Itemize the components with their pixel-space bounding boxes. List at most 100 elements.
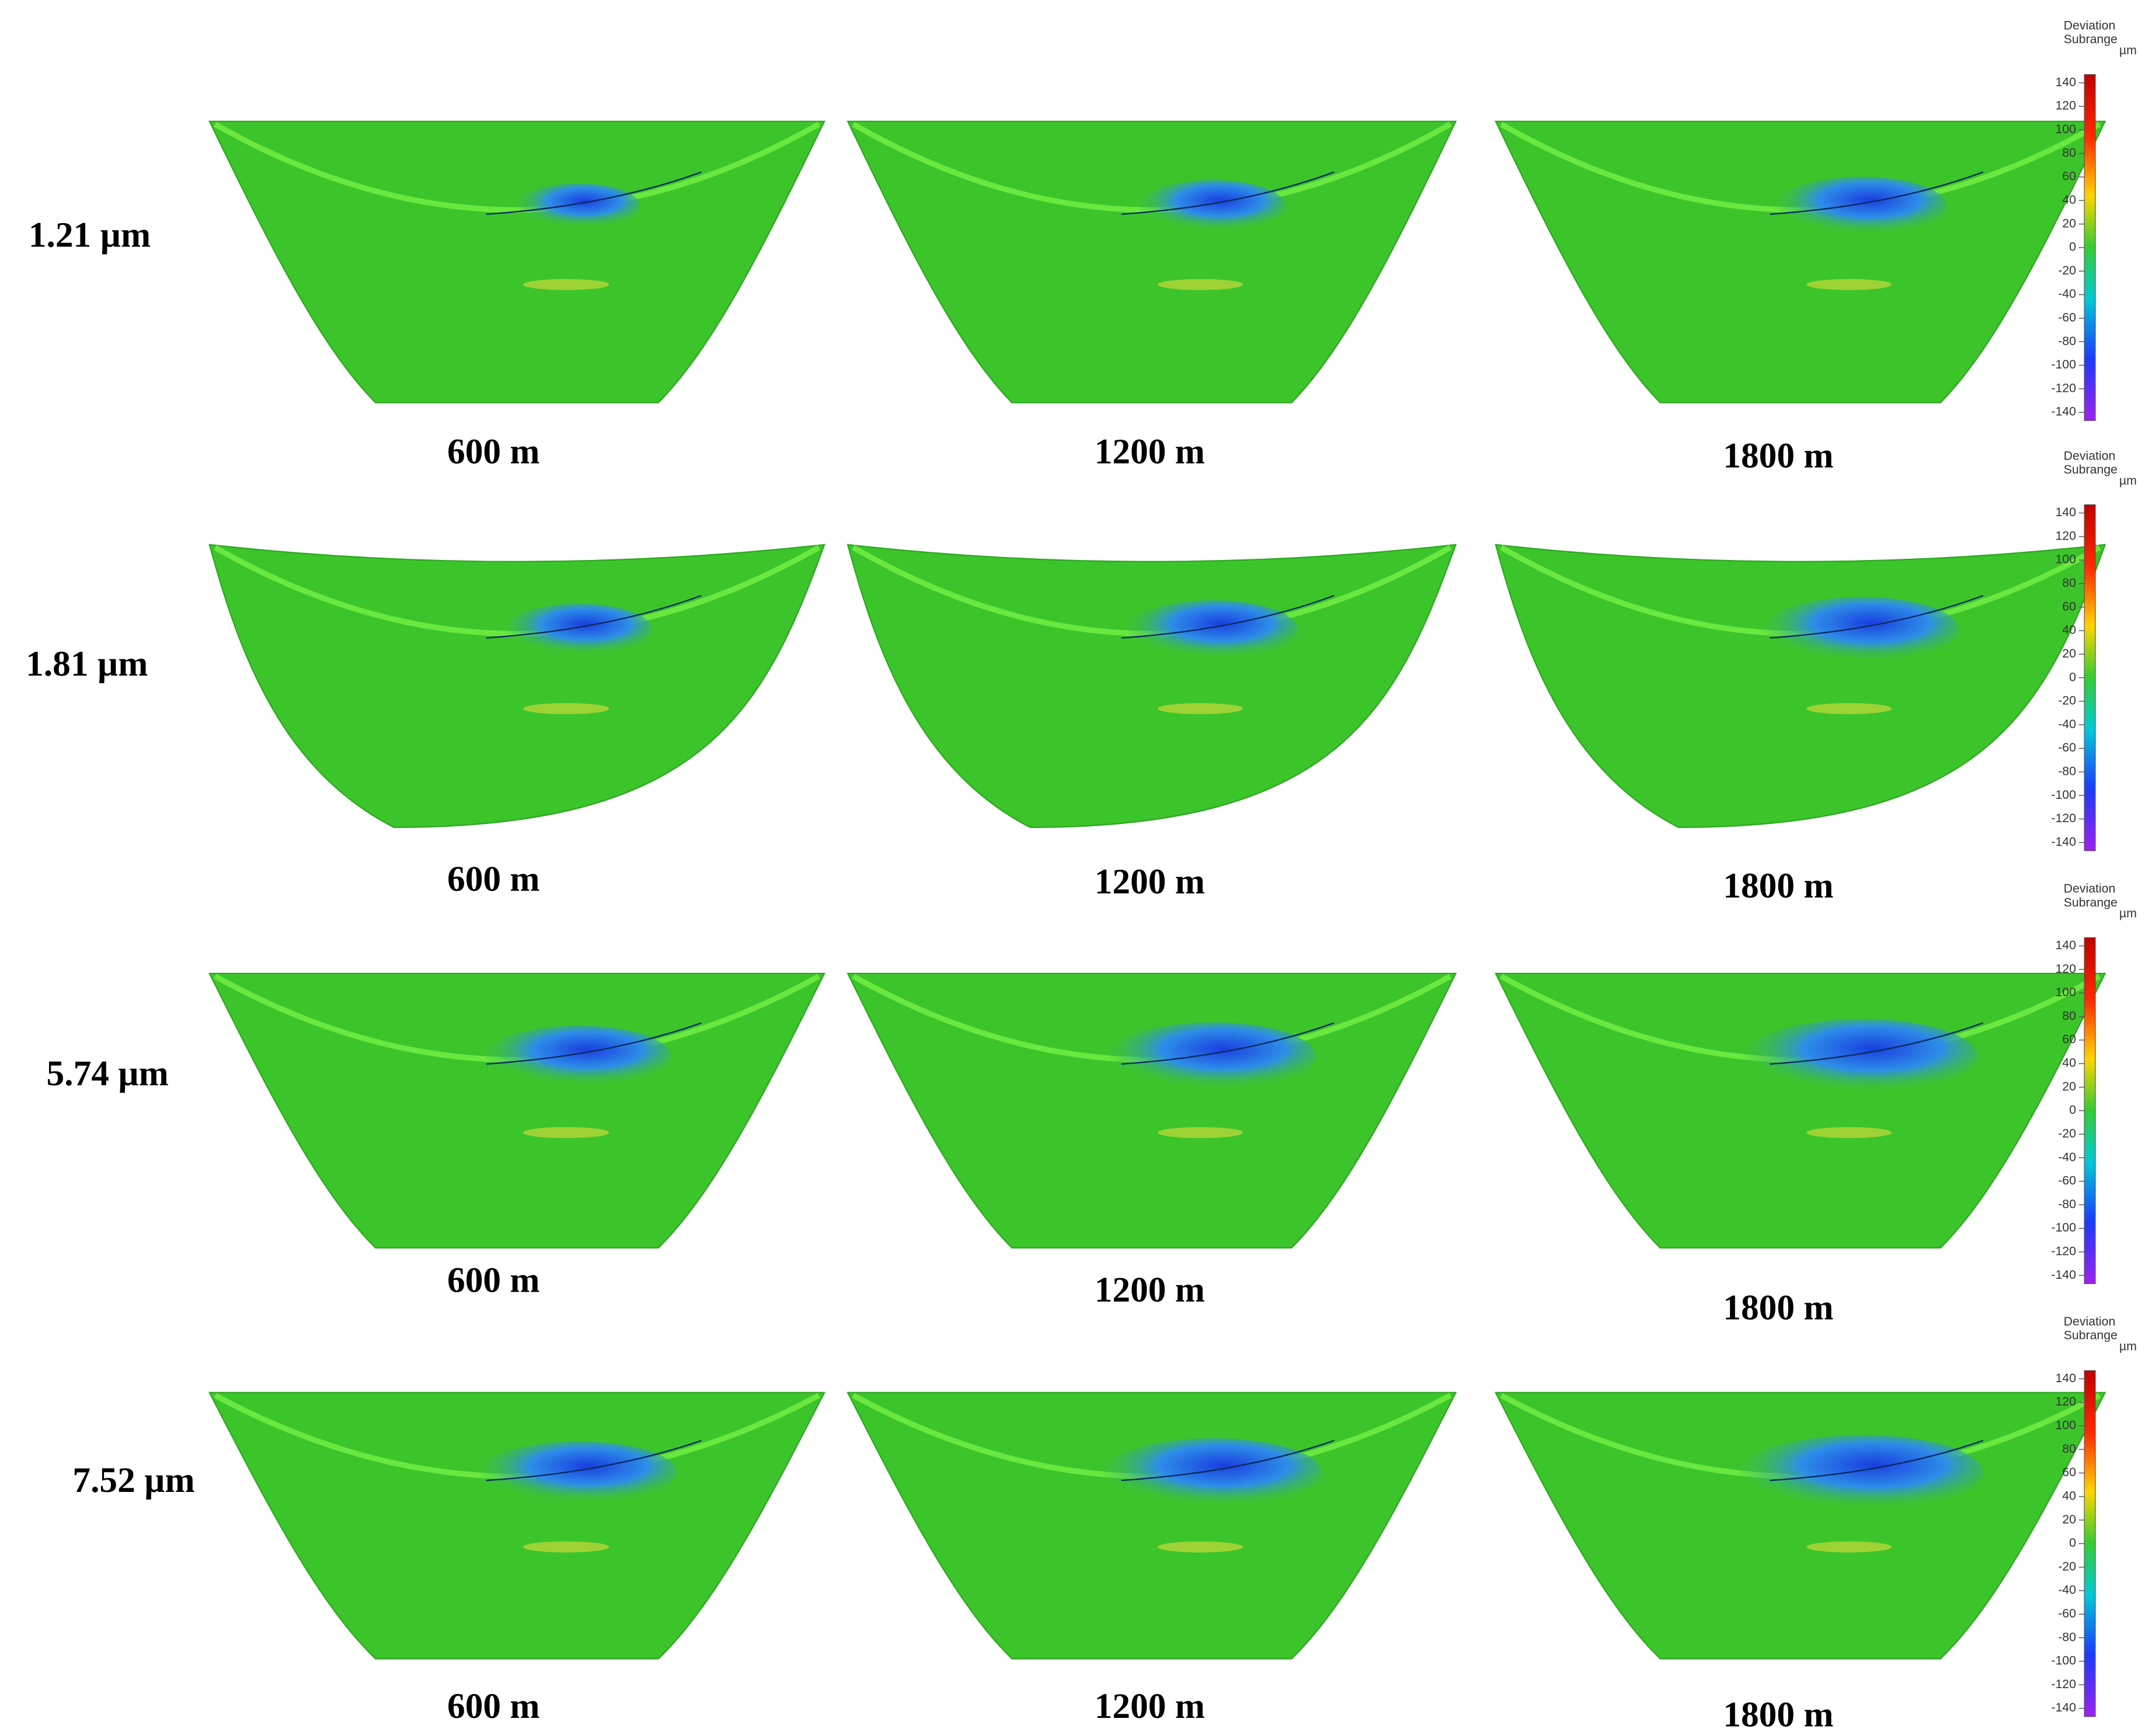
deposit [523, 1127, 610, 1139]
surface [1495, 120, 2106, 403]
wear-zone [1103, 1438, 1322, 1507]
caption: 1200 m [1095, 862, 1205, 902]
colorbar-tick-label: -120 [2051, 1244, 2076, 1258]
colorbar-tick-label: 100 [2055, 122, 2076, 136]
surface [1495, 544, 2106, 829]
caption: 1200 m [1095, 1270, 1205, 1310]
colorbar-unit: µm [2119, 43, 2137, 57]
colorbar-tick-label: 20 [2062, 1512, 2076, 1526]
deviation-map [1495, 120, 2106, 403]
colorbar-tick-label: 60 [2062, 169, 2076, 183]
colorbar-tick-label: -20 [2058, 694, 2076, 708]
deposit [523, 279, 610, 290]
colorbar-tick-label: -80 [2058, 334, 2076, 348]
colorbar-title: Deviation [2064, 1314, 2116, 1328]
colorbar-tick-label: 40 [2062, 193, 2076, 207]
colorbar-tick-label: 0 [2069, 1103, 2076, 1117]
colorbar-tick-label: -100 [2051, 1220, 2076, 1234]
caption: 600 m [447, 1686, 540, 1726]
colorbar-tick-label: 120 [2055, 962, 2076, 976]
wear-edge [1121, 1439, 1335, 1481]
caption: 1800 m [1723, 866, 1833, 906]
surface [847, 544, 1457, 829]
wear-zone [504, 603, 653, 656]
row-label: 1.81 µm [26, 644, 148, 684]
colorbar-tick-label: -60 [2058, 1606, 2076, 1620]
colorbar-tick-label: 40 [2062, 623, 2076, 637]
wear-edge [1770, 1022, 1984, 1065]
colorbar-tick-label: 40 [2062, 1056, 2076, 1070]
colorbar-title: Subrange [2064, 462, 2118, 476]
surface [208, 120, 826, 403]
colorbar-tick-label: 100 [2055, 985, 2076, 999]
surface [208, 972, 826, 1249]
colorbar-tick-label: 120 [2055, 99, 2076, 113]
deviation-map [847, 544, 1457, 829]
deposit [1158, 279, 1243, 290]
colorbar-tick-label: 120 [2055, 528, 2076, 542]
colorbar [2084, 504, 2096, 851]
colorbar-tick-label: -140 [2051, 405, 2076, 419]
wear-edge [1770, 594, 1984, 639]
surface [847, 120, 1457, 403]
row-label: 5.74 µm [47, 1053, 169, 1093]
deposit [1158, 1541, 1243, 1553]
deviation-map [847, 1391, 1457, 1660]
colorbar-title: Subrange [2064, 32, 2118, 46]
colorbar-title: Deviation [2064, 448, 2116, 462]
colorbar-tick-label: 100 [2055, 1418, 2076, 1432]
colorbar-tick-label: -80 [2058, 1197, 2076, 1211]
colorbar-title: Deviation [2064, 19, 2116, 33]
colorbar-unit: µm [2119, 474, 2137, 488]
colorbar-tick-label: 80 [2062, 145, 2076, 159]
colorbar-tick-label: -20 [2058, 1559, 2076, 1573]
wear-edge [1770, 1439, 1984, 1481]
colorbar-tick-label: -40 [2058, 1583, 2076, 1597]
wear-edge [1770, 171, 1984, 215]
wear-zone [480, 1441, 677, 1504]
colorbar-unit: µm [2119, 1340, 2137, 1354]
colorbar-tick-label: -60 [2058, 311, 2076, 325]
colorbar-unit: µm [2119, 906, 2137, 920]
colorbar-tick-label: 20 [2062, 646, 2076, 660]
colorbar-tick-label: 140 [2055, 75, 2076, 89]
colorbar-tick-label: 0 [2069, 1536, 2076, 1550]
deviation-map [208, 544, 826, 829]
colorbar-tick-label: -100 [2051, 788, 2076, 802]
colorbar-tick-label: -100 [2051, 1654, 2076, 1668]
wear-zone [1109, 1022, 1316, 1090]
colorbar-tick-label: 20 [2062, 1079, 2076, 1093]
colorbar-tick-label: 80 [2062, 1008, 2076, 1022]
caption: 600 m [447, 859, 540, 899]
colorbar-tick-label: -120 [2051, 381, 2076, 395]
colorbar-tick-label: -140 [2051, 1700, 2076, 1714]
colorbar-tick-label: 60 [2062, 599, 2076, 613]
colorbar-tick-label: 40 [2062, 1488, 2076, 1502]
colorbar-tick-label: -80 [2058, 1630, 2076, 1644]
deposit [1806, 703, 1892, 714]
colorbar-tick-label: -140 [2051, 834, 2076, 848]
deposit [1806, 1541, 1892, 1553]
deviation-map [847, 972, 1457, 1249]
caption: 1800 m [1723, 1288, 1833, 1328]
wear-edge [486, 1439, 702, 1481]
wear-edge [486, 1022, 702, 1065]
colorbar-title: Deviation [2064, 882, 2116, 896]
colorbar-tick-label: 140 [2055, 505, 2076, 519]
deposit [523, 703, 610, 714]
wear-edge [486, 594, 702, 639]
wear-zone [1139, 180, 1286, 232]
caption: 600 m [447, 1260, 540, 1300]
colorbar-tick-label: -120 [2051, 1677, 2076, 1691]
colorbar-tick-label: -40 [2058, 717, 2076, 731]
colorbar-tick-label: 60 [2062, 1032, 2076, 1046]
colorbar-tick-label: -140 [2051, 1268, 2076, 1282]
colorbar-tick-label: -40 [2058, 287, 2076, 301]
colorbar-tick-label: 100 [2055, 552, 2076, 566]
deposit [1158, 703, 1243, 714]
deviation-map [208, 120, 826, 403]
caption: 600 m [447, 432, 540, 471]
colorbar-tick-label: 140 [2055, 1371, 2076, 1385]
